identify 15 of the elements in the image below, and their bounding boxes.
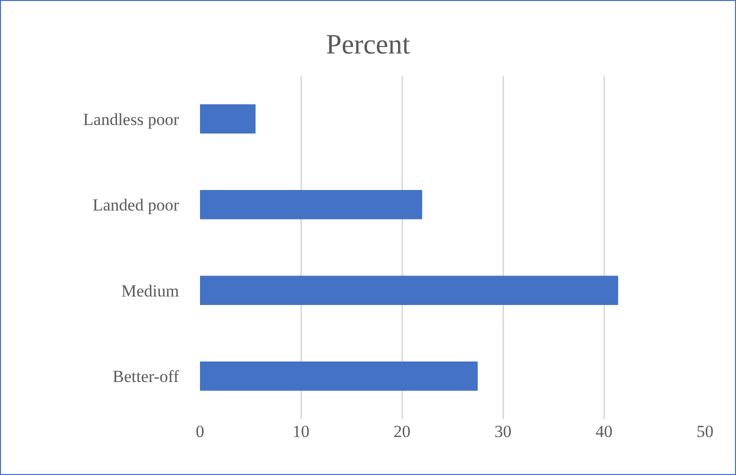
y-tick-label: Better-off [112,367,180,386]
x-tick-label: 40 [596,422,612,441]
x-tick-label: 50 [696,422,714,441]
bar [200,362,478,391]
bar [200,276,618,305]
x-tick-label: 20 [394,422,410,441]
x-tick-label: 0 [196,422,204,441]
bar [200,190,422,220]
y-tick-label: Landless poor [83,110,180,129]
x-tick-label: 30 [494,422,512,441]
y-tick-label: Landed poor [92,196,180,215]
bar [200,104,256,134]
chart-title: Percent [326,30,410,61]
y-tick-label: Medium [121,281,179,300]
x-tick-label: 10 [292,422,310,441]
